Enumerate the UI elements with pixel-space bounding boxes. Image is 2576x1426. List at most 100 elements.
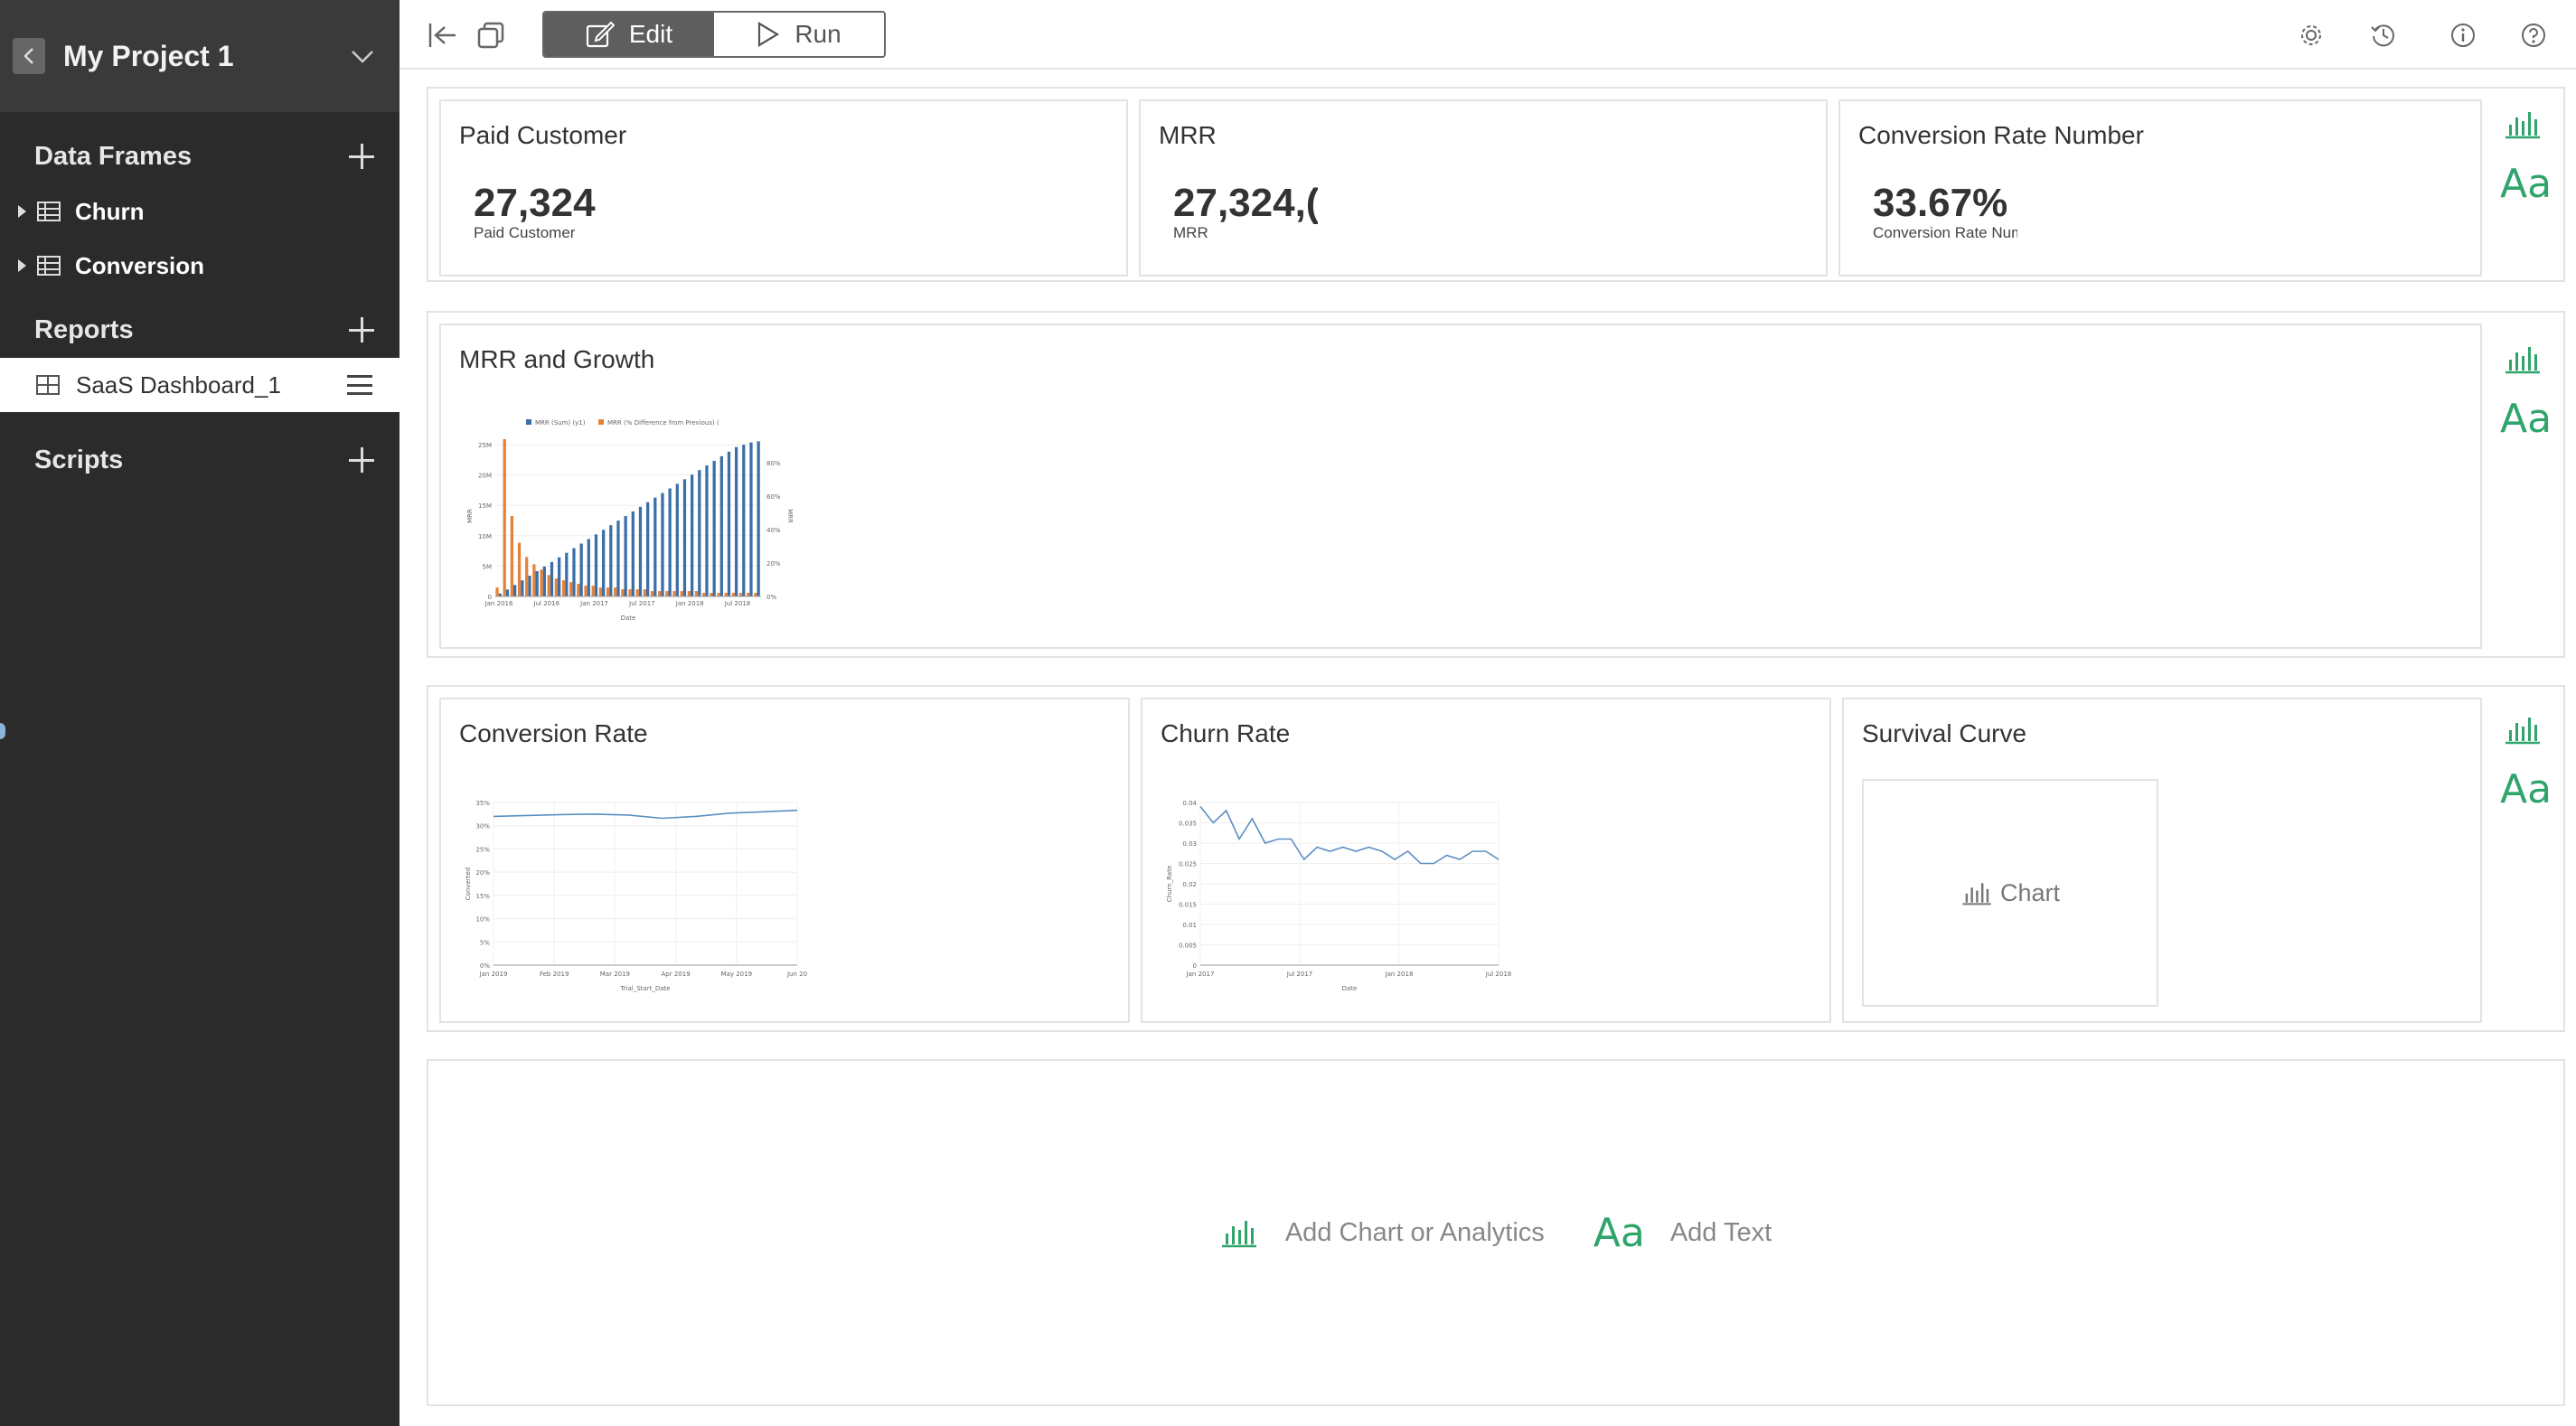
growth-bar	[747, 593, 750, 596]
mrr-bar	[638, 506, 643, 596]
duplicate-icon[interactable]	[475, 20, 506, 51]
y-tick-label: 0.04	[1182, 800, 1197, 807]
run-mode-button[interactable]: Run	[714, 13, 884, 56]
mrr-bar	[521, 580, 524, 596]
chart-card-survival-curve[interactable]: Survival Curve Chart	[1842, 698, 2482, 1023]
x-tick-label: May 2019	[721, 971, 753, 978]
x-tick-label: Jul 2016	[533, 600, 560, 607]
growth-bar	[598, 587, 603, 596]
scripts-label: Scripts	[34, 445, 124, 474]
add-text-button[interactable]: Add Text	[1669, 1217, 1772, 1247]
card-title: Paid Customer	[459, 121, 627, 149]
mrr-bar	[705, 465, 709, 596]
growth-bar	[754, 593, 757, 596]
add-data-frame-button[interactable]	[349, 144, 374, 169]
x-tick-label: Jan 2019	[479, 971, 508, 978]
growth-bar	[606, 587, 610, 596]
growth-bar	[717, 593, 720, 596]
chart-card-mrr-growth[interactable]: MRR and Growth MRR (Sum) (y1) MRR (% Diff…	[439, 324, 2482, 649]
x-tick-label: Apr 2019	[662, 971, 691, 978]
edit-mode-button[interactable]: Edit	[544, 13, 714, 56]
add-text-icon[interactable]: Aa	[2500, 161, 2552, 207]
y2-tick-label: 60%	[766, 493, 781, 501]
card-title: MRR and Growth	[459, 345, 655, 373]
mrr-bar	[565, 552, 569, 596]
y-tick-label: 0	[488, 594, 492, 601]
x-tick-label: Jan 2017	[1186, 971, 1215, 978]
growth-bar	[621, 589, 625, 596]
row-tools: Aa	[2500, 343, 2552, 442]
y-tick-label: 10%	[475, 916, 490, 924]
mrr-bar	[550, 561, 554, 596]
y-tick-label: 0	[1193, 962, 1197, 970]
gear-icon[interactable]	[2298, 22, 2325, 49]
mrr-bar	[653, 497, 657, 596]
dashboard-row-2: MRR and Growth MRR (Sum) (y1) MRR (% Diff…	[427, 311, 2565, 658]
expand-arrow-icon[interactable]	[18, 259, 26, 272]
info-icon[interactable]	[2449, 22, 2477, 49]
mrr-bar	[513, 585, 517, 596]
growth-bar	[517, 542, 522, 596]
add-text-icon[interactable]: Aa	[1593, 1209, 1645, 1256]
add-report-button[interactable]	[349, 317, 374, 342]
mrr-bar	[698, 470, 701, 596]
growth-bar	[577, 584, 580, 596]
add-script-button[interactable]	[349, 447, 374, 473]
report-label: SaaS Dashboard_1	[76, 371, 281, 399]
add-chart-icon[interactable]	[1220, 1217, 1258, 1248]
collapse-sidebar-icon[interactable]	[427, 20, 457, 51]
data-frame-item-churn[interactable]: Churn	[0, 184, 400, 239]
legend-entry: MRR (% Difference from Previous) (	[607, 419, 719, 427]
mrr-bar	[749, 442, 753, 596]
mrr-bar	[712, 460, 716, 596]
card-title: Churn Rate	[1161, 719, 1291, 747]
mrr-bar	[616, 521, 620, 596]
expand-arrow-icon[interactable]	[18, 205, 26, 218]
mrr-bar	[624, 516, 627, 596]
add-text-icon[interactable]: Aa	[2500, 396, 2552, 442]
chart-card-conversion-rate[interactable]: Conversion Rate 0% 5% 10% 15% 20% 25% 30% 35% Ja…	[439, 698, 1130, 1023]
history-icon[interactable]	[2370, 22, 2397, 49]
card-title: Conversion Rate	[459, 719, 648, 747]
menu-icon[interactable]	[347, 375, 372, 395]
add-chart-icon[interactable]	[2504, 714, 2542, 745]
y-tick-label: 0.035	[1179, 821, 1197, 828]
add-text-icon[interactable]: Aa	[2500, 766, 2552, 812]
sidebar-resize-handle[interactable]	[0, 723, 5, 739]
sidebar: My Project 1 Data Frames Churn Conversio…	[0, 0, 400, 1426]
y-tick-label: 20%	[475, 869, 490, 877]
growth-bar	[561, 580, 566, 596]
kpi-label: MRR	[1173, 224, 1208, 241]
growth-bar	[665, 591, 669, 596]
growth-bar	[731, 593, 736, 596]
y-tick-label: 0.02	[1182, 881, 1197, 888]
add-chart-icon[interactable]	[2504, 343, 2542, 374]
x-tick-label: Feb 2019	[540, 971, 569, 978]
growth-bar	[569, 582, 573, 596]
data-frame-item-conversion[interactable]: Conversion	[0, 239, 400, 293]
growth-bar	[584, 586, 588, 596]
y-tick-label: 25M	[478, 442, 492, 449]
growth-bar	[724, 593, 728, 596]
kpi-card-conversion-rate-number[interactable]: Conversion Rate Number 33.67% Conversion…	[1838, 99, 2482, 277]
growth-bar	[643, 589, 647, 596]
kpi-card-paid-customer[interactable]: Paid Customer 27,324 Paid Customer	[439, 99, 1128, 277]
mrr-bar	[572, 548, 576, 596]
chevron-down-icon[interactable]	[349, 42, 376, 70]
y-tick-label: 0.015	[1179, 902, 1197, 909]
help-icon[interactable]	[2520, 22, 2547, 49]
report-item-saas-dashboard[interactable]: SaaS Dashboard_1	[0, 358, 400, 412]
y-tick-label: 0.005	[1179, 943, 1197, 950]
kpi-value: 27,324,(	[1173, 181, 1318, 225]
y-tick-label: 20M	[478, 473, 492, 480]
toolbar: Edit Run	[400, 0, 2576, 70]
add-chart-icon[interactable]	[2504, 108, 2542, 139]
data-frame-label: Conversion	[75, 251, 205, 279]
empty-chart-placeholder[interactable]: Chart	[1862, 779, 2158, 1007]
back-button[interactable]	[13, 38, 45, 74]
kpi-card-mrr[interactable]: MRR 27,324,( MRR	[1139, 99, 1828, 277]
add-chart-button[interactable]: Add Chart or Analytics	[1284, 1217, 1545, 1247]
edit-label: Edit	[628, 20, 673, 48]
chart-card-churn-rate[interactable]: Churn Rate 0 0.005 0.01 0.015 0.02 0.025 0.03 0…	[1141, 698, 1831, 1023]
scripts-header: Scripts	[0, 432, 400, 488]
